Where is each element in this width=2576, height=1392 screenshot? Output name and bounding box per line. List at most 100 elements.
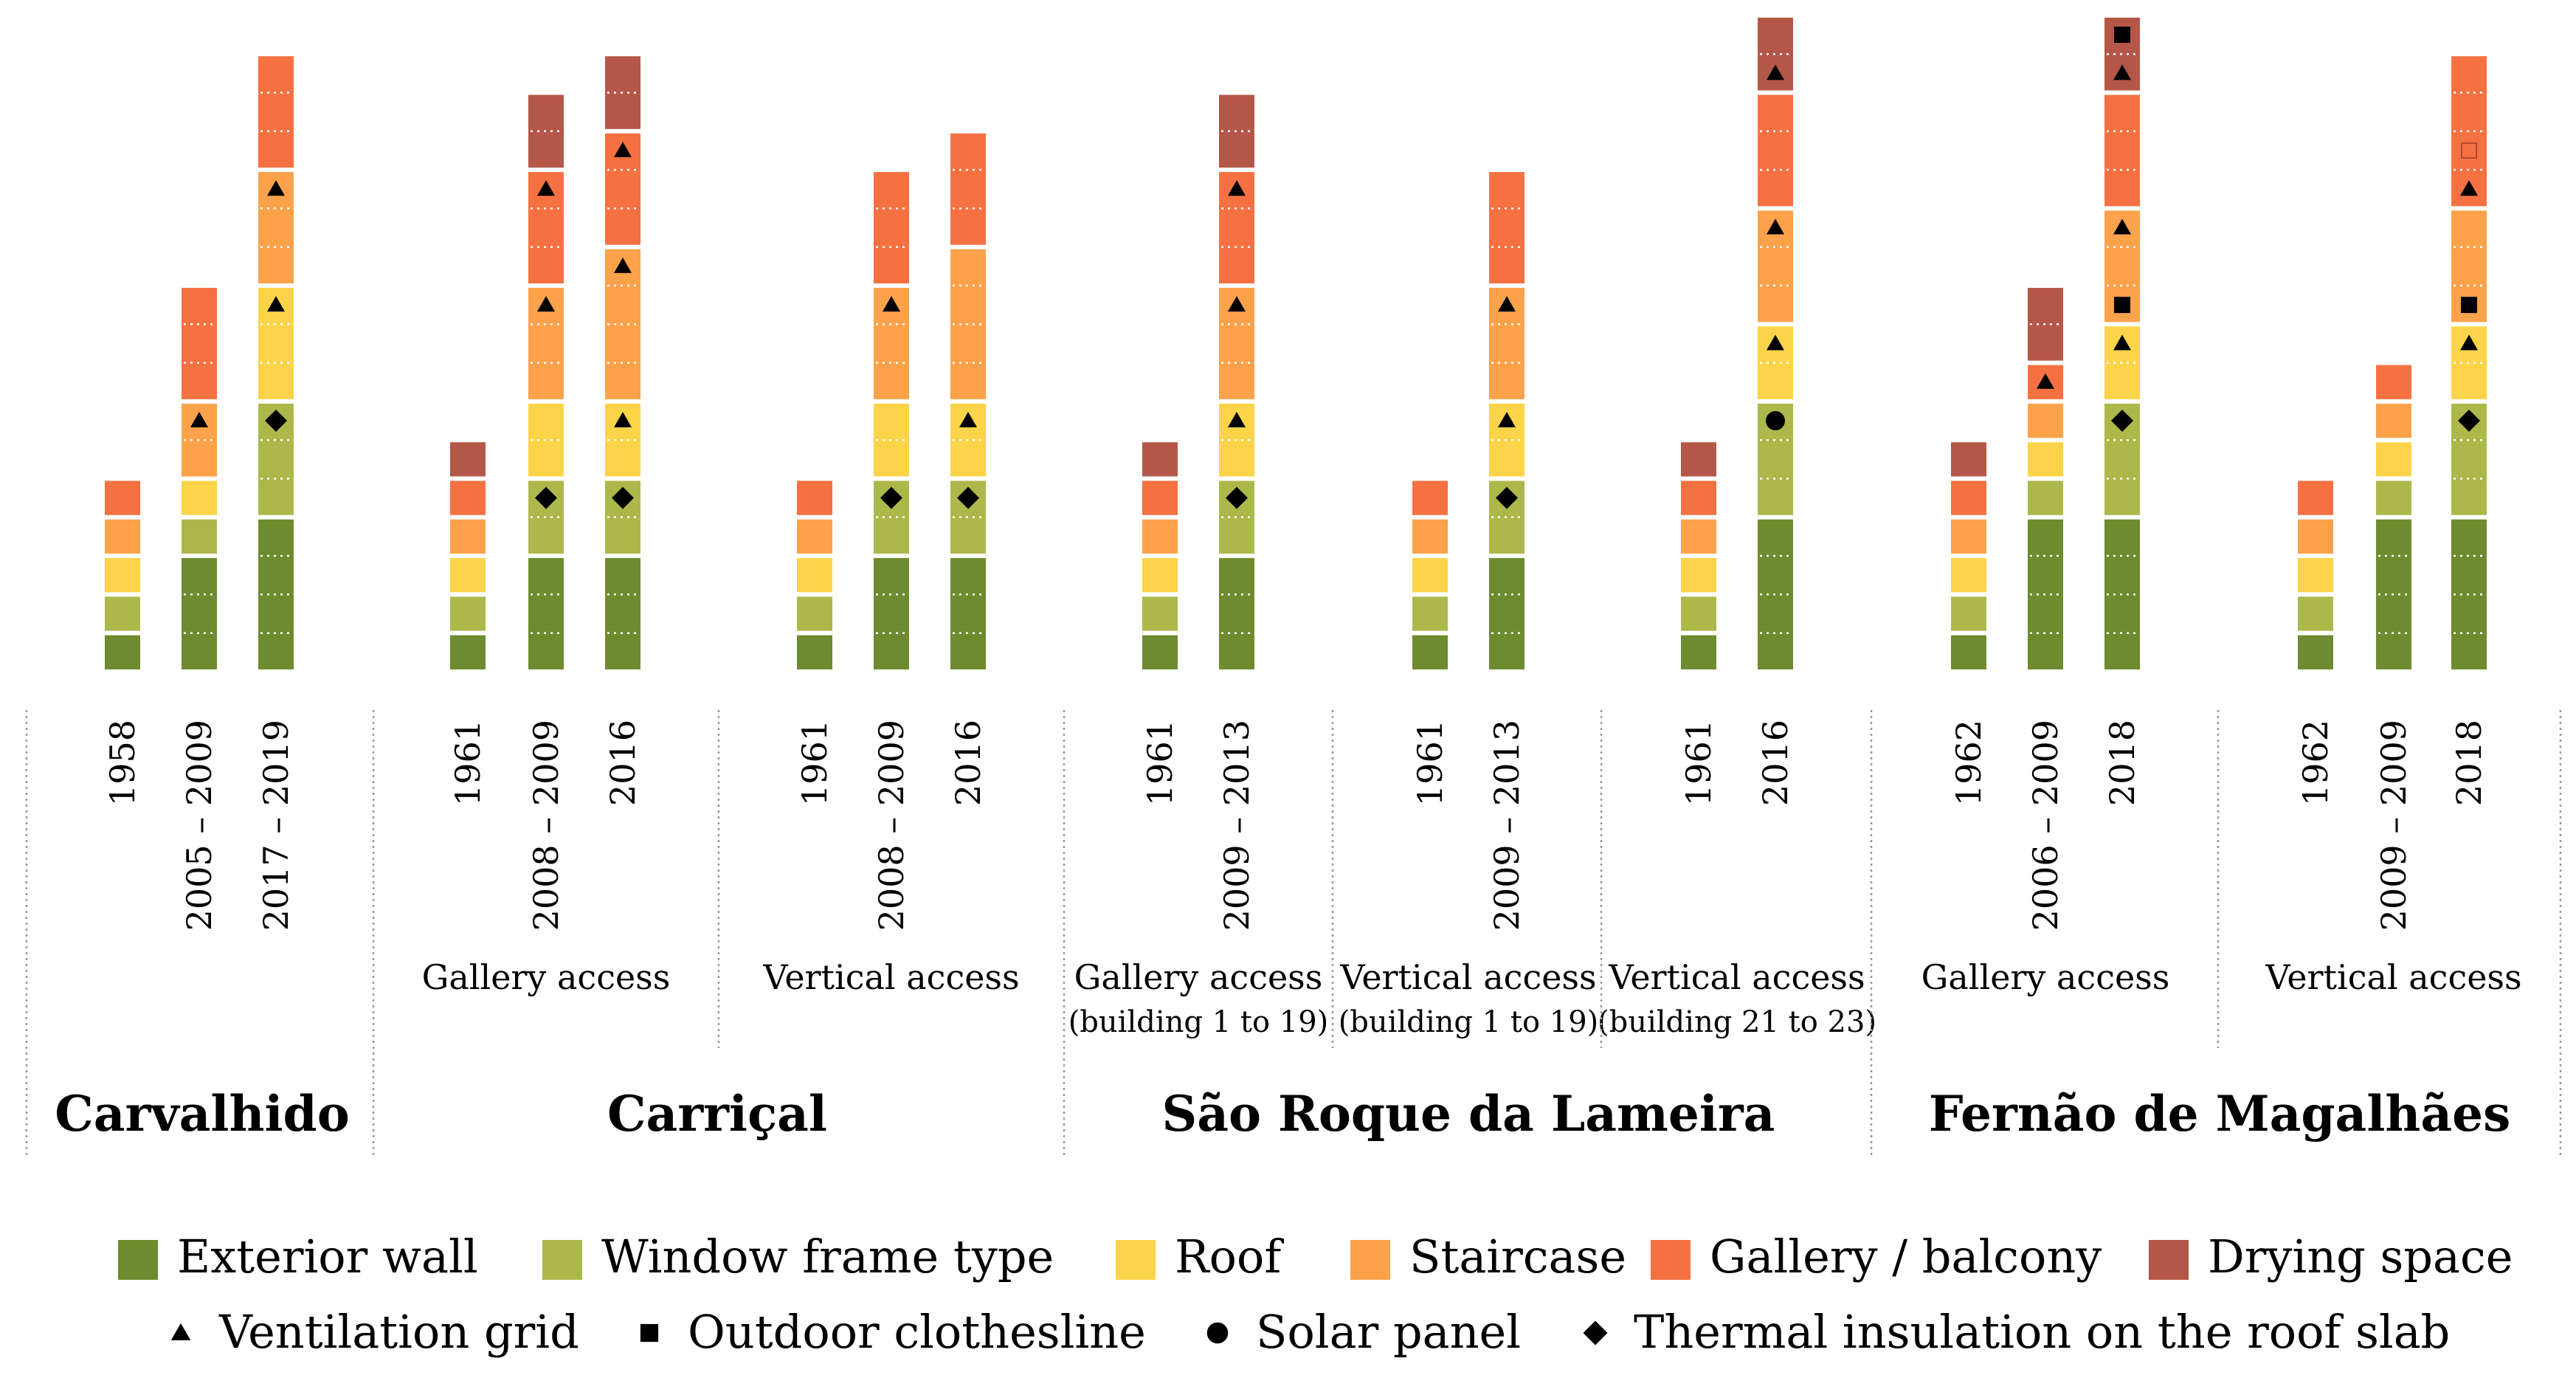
segment-gallery-balcony [2298,480,2333,515]
marker-triangle [2113,64,2131,80]
segment-window-frame-type [1142,596,1178,631]
segment-window-frame-type [2028,480,2063,515]
segment-gallery-balcony [450,480,486,515]
bar-carri-al-0-2008-2009 [528,94,564,669]
legend-label: Drying space [2208,1230,2513,1284]
segment-gallery-balcony [1489,172,1524,283]
marker-diamond [957,486,979,509]
segment-drying-space [1951,442,1986,477]
marker-triangle [537,180,555,196]
segment-staircase [2028,403,2063,438]
segment-gallery-balcony [1412,480,1448,515]
segment-roof [1681,558,1716,593]
legend-item-gallery-balcony: Gallery / balcony [1651,1230,2102,1284]
segment-window-frame-type [105,596,140,631]
legend-label: Staircase [1409,1230,1626,1284]
segment-exterior-wall [105,635,140,669]
legend-label: Outdoor clothesline [688,1305,1146,1359]
bar-s-o-roque-da-lameira-1-1961 [1412,480,1448,669]
segment-gallery-balcony [874,172,909,283]
segment-exterior-wall [605,558,640,669]
building-range-label: (building 21 to 23) [1598,1005,1876,1039]
neighbourhood-fern-o-de-magalh-es: Fernão de Magalhães [1929,1085,2511,1143]
segment-gallery-balcony [182,288,217,399]
building-range-label: (building 1 to 19) [1339,1005,1599,1039]
neighbourhood-carri-al: Carriçal [607,1085,827,1143]
bar-s-o-roque-da-lameira-2-2016 [1758,17,1793,669]
year-label: 2018 [2102,720,2142,806]
year-label: 2018 [2449,720,2489,806]
marker-triangle [2113,218,2131,235]
legend-label: Exterior wall [177,1230,478,1284]
segment-gallery-balcony [1142,480,1178,515]
segment-exterior-wall [1681,635,1716,669]
year-label: 1962 [2296,720,2335,806]
segment-roof [182,480,217,515]
segment-exterior-wall [1219,558,1254,669]
segment-roof [105,558,140,593]
access-type-label: Vertical access [762,957,1019,997]
legend-item-outdoor-clothesline: Outdoor clothesline [640,1305,1146,1359]
bar-s-o-roque-da-lameira-2-1961 [1681,442,1716,669]
marker-diamond [612,486,634,509]
access-type-label: Vertical access [2265,957,2521,997]
bar-carri-al-0-2016 [605,56,640,669]
labels-layer: 1958 2005 – 2009 2017 – 2019 Carvalhido 1961… [25,710,2562,1159]
segment-staircase [1681,519,1716,554]
marker-triangle [959,412,977,428]
marker-square [2461,297,2477,314]
segment-exterior-wall [450,635,486,669]
year-label: 1961 [1140,720,1180,806]
legend-item-window-frame-type: Window frame type [542,1230,1054,1284]
marker-circle [1766,411,1785,431]
bar-fern-o-de-magalh-es-1-2009-2009 [2376,365,2411,669]
segment-roof [797,558,832,593]
marker-triangle [1498,296,1516,312]
legend-swatch [118,1240,158,1280]
legend: Exterior wall Window frame type Roof Stairc… [118,1230,2513,1359]
bar-carri-al-0-1961 [450,442,486,669]
legend-square-icon [640,1323,659,1343]
segment-staircase [105,519,140,554]
segment-roof [1412,558,1448,593]
year-label: 2016 [1755,720,1795,806]
legend-label: Solar panel [1256,1305,1521,1359]
legend-swatch [542,1240,582,1280]
marker-triangle [190,412,208,428]
segment-staircase [797,519,832,554]
segment-staircase [1412,519,1448,554]
year-label: 1958 [103,720,142,806]
building-range-label: (building 1 to 19) [1068,1005,1329,1039]
segment-gallery-balcony [2376,365,2411,399]
bar-s-o-roque-da-lameira-0-2009-2013 [1219,94,1254,669]
legend-diamond-icon [1583,1320,1608,1346]
marker-triangle [537,296,555,312]
segment-exterior-wall [1489,558,1524,669]
legend-item-solar-panel: Solar panel [1206,1305,1521,1359]
segment-window-frame-type [2298,596,2333,631]
marker-diamond [535,486,557,509]
segment-staircase [2376,403,2411,438]
segment-gallery-balcony [950,133,986,245]
year-label: 2016 [948,720,988,806]
bar-s-o-roque-da-lameira-0-1961 [1142,442,1178,669]
legend-item-exterior-wall: Exterior wall [118,1230,478,1284]
bar-fern-o-de-magalh-es-0-2018 [2104,17,2140,669]
legend-item-thermal-insulation-on-the-roof-slab: Thermal insulation on the roof slab [1583,1305,2450,1359]
segment-roof [450,558,486,593]
bar-carvalhido-0-2005-2009 [182,288,217,669]
legend-label: Gallery / balcony [1710,1230,2102,1284]
legend-item-roof: Roof [1116,1230,1284,1284]
segment-window-frame-type [2376,480,2411,515]
legend-label: Thermal insulation on the roof slab [1634,1305,2450,1359]
year-label: 2008 – 2009 [526,720,566,931]
year-label: 2008 – 2009 [871,720,911,931]
segment-window-frame-type [1951,596,1986,631]
segment-window-frame-type [450,596,486,631]
marker-diamond [1496,486,1518,509]
access-type-label: Vertical access [1339,957,1596,997]
segment-window-frame-type [182,519,217,554]
marker-triangle [1767,64,1784,80]
bar-carri-al-1-2008-2009 [874,172,909,669]
year-label: 1961 [448,720,488,806]
